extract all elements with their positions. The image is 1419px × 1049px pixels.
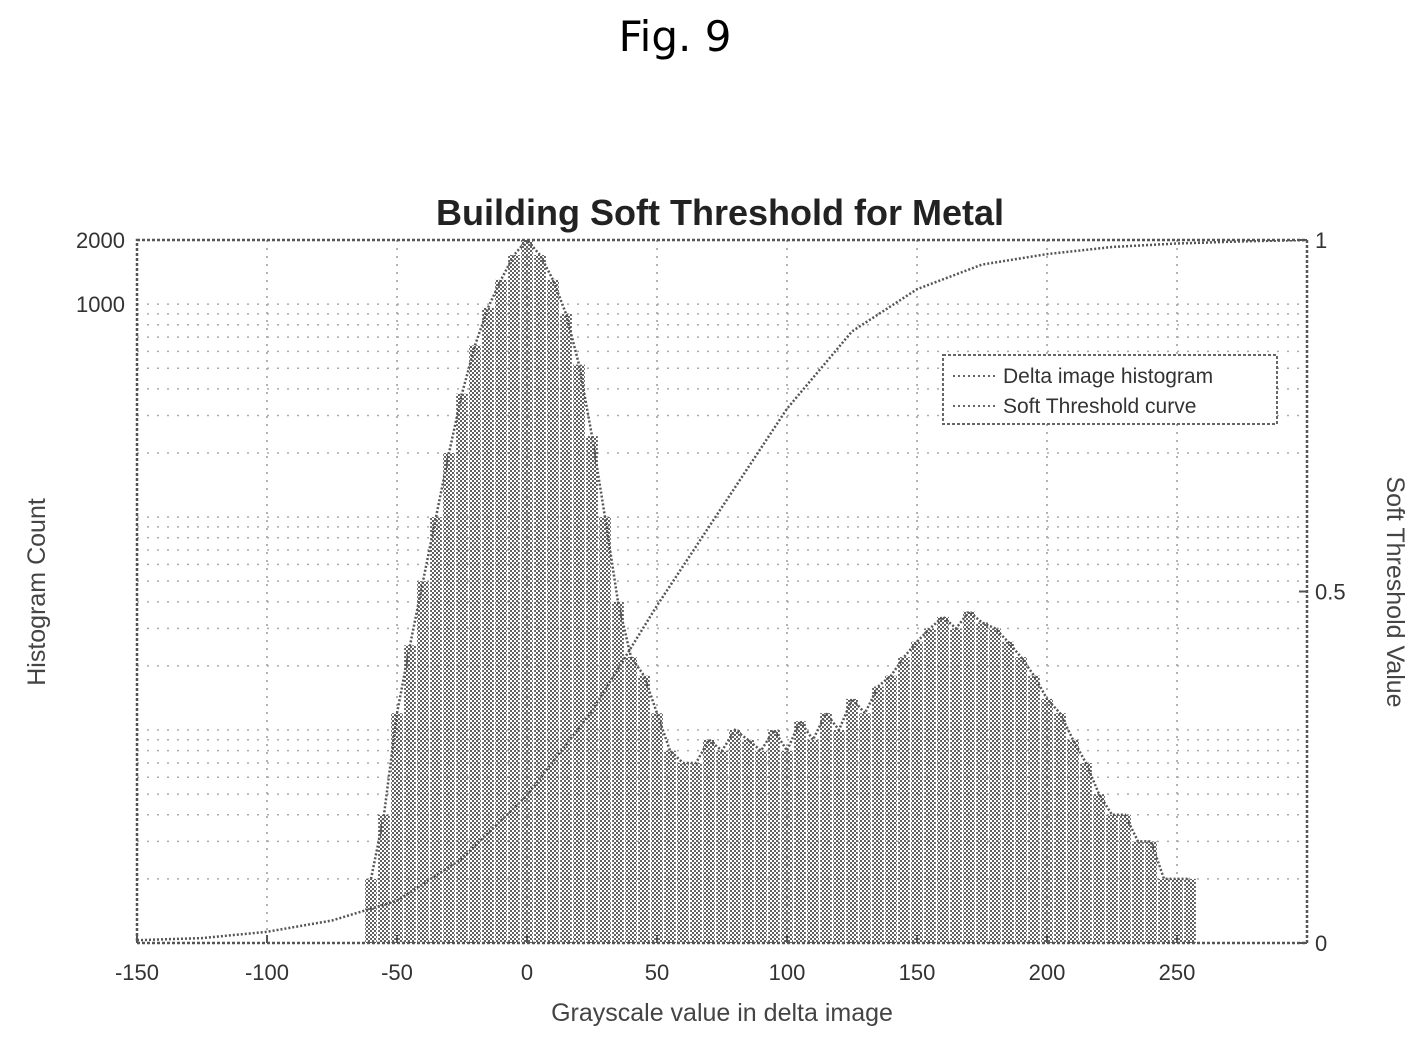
histogram-bar (703, 739, 715, 943)
x-tick-label: 250 (1159, 960, 1196, 985)
figure-label: Fig. 9 (618, 12, 732, 61)
histogram-bar (729, 730, 741, 943)
histogram-bar (963, 611, 975, 943)
histogram-bar (404, 645, 416, 943)
histogram-bar (1067, 739, 1079, 943)
histogram-bar (1145, 841, 1157, 943)
histogram-bar (989, 628, 1001, 943)
y2-axis-label: Soft Threshold Value (1381, 476, 1409, 707)
x-tick-label: 0 (521, 960, 533, 985)
histogram-bar (521, 240, 533, 943)
histogram-bar (1171, 878, 1183, 943)
histogram-bar (482, 307, 494, 943)
legend-box (942, 354, 1278, 425)
histogram-bar (911, 641, 923, 943)
histogram-bar (846, 698, 858, 943)
y2-axis-ticks: 00.51 (1299, 228, 1346, 956)
histogram-bar (677, 763, 689, 943)
histogram-bar (560, 313, 572, 943)
threshold-series (137, 240, 1307, 942)
soft-threshold-line (137, 240, 1307, 942)
histogram-bar (651, 713, 663, 943)
histogram-bar (885, 675, 897, 943)
histogram-bar (430, 517, 442, 943)
histogram-bar (443, 452, 455, 943)
x-tick-label: 50 (645, 960, 669, 985)
histogram-bar (1041, 698, 1053, 943)
histogram-bar (534, 255, 546, 943)
histogram-bar (456, 393, 468, 943)
y2-tick-label: 1 (1315, 228, 1327, 253)
x-axis-label: Grayscale value in delta image (551, 999, 893, 1027)
histogram-bar (872, 686, 884, 943)
histogram-bar (690, 763, 702, 943)
x-tick-label: 200 (1029, 960, 1066, 985)
histogram-bar (1015, 657, 1027, 943)
histogram-bar (1158, 878, 1170, 943)
histogram-bar (573, 364, 585, 943)
legend-entry-threshold: Soft Threshold curve (1003, 395, 1196, 418)
histogram-bar (547, 279, 559, 943)
histogram-line (369, 240, 1190, 881)
histogram-bar (664, 750, 676, 943)
histogram-bar (391, 713, 403, 943)
histogram-bar (833, 730, 845, 943)
histogram-bar (586, 436, 598, 943)
histogram-bar (1002, 641, 1014, 943)
histogram-bar (794, 721, 806, 943)
histogram-bar (1093, 794, 1105, 943)
histogram-bar (937, 616, 949, 943)
histogram-bar (599, 517, 611, 943)
histogram-bar (378, 814, 390, 943)
histogram-bar (1106, 814, 1118, 943)
histogram-series (365, 240, 1196, 943)
histogram-bar (976, 622, 988, 943)
histogram-bar (742, 739, 754, 943)
histogram-bar (781, 750, 793, 943)
histogram-bar (768, 730, 780, 943)
y2-tick-label: 0.5 (1315, 580, 1346, 605)
histogram-bar (755, 750, 767, 943)
histogram-bar (1119, 814, 1131, 943)
x-tick-label: 100 (769, 960, 806, 985)
x-tick-label: -100 (245, 960, 289, 985)
y2-tick-label: 0 (1315, 931, 1327, 956)
histogram-bar (1080, 763, 1092, 943)
histogram-bar (612, 601, 624, 943)
histogram-bar (859, 713, 871, 943)
chart-title: Building Soft Threshold for Metal (436, 192, 1004, 233)
histogram-bar (625, 657, 637, 943)
histogram-bar (365, 878, 377, 943)
histogram-bar (1054, 713, 1066, 943)
histogram-bar (1132, 841, 1144, 943)
histogram-bar (820, 713, 832, 943)
x-tick-label: -50 (381, 960, 413, 985)
histogram-bar (807, 739, 819, 943)
x-tick-label: 150 (899, 960, 936, 985)
histogram-bar (638, 675, 650, 943)
legend: Delta image histogram Soft Threshold cur… (942, 354, 1278, 425)
histogram-bar (950, 628, 962, 943)
y-tick-label: 2000 (76, 228, 125, 253)
histogram-bar (417, 581, 429, 943)
y-axis-label: Histogram Count (23, 498, 51, 686)
y-axis-ticks: 2000 1000 (76, 228, 125, 317)
histogram-bar (1028, 675, 1040, 943)
histogram-bar (508, 255, 520, 943)
histogram-bar (469, 345, 481, 943)
histogram-bar (1184, 878, 1196, 943)
histogram-bar (924, 628, 936, 943)
histogram-bar (898, 657, 910, 943)
x-tick-label: -150 (115, 960, 159, 985)
histogram-bar (495, 279, 507, 943)
histogram-bar (716, 750, 728, 943)
x-axis-ticks: -150 -100 -50 0 50 100 150 200 250 (115, 935, 1195, 985)
y-tick-label: 1000 (76, 292, 125, 317)
legend-entry-histogram: Delta image histogram (1003, 365, 1213, 388)
